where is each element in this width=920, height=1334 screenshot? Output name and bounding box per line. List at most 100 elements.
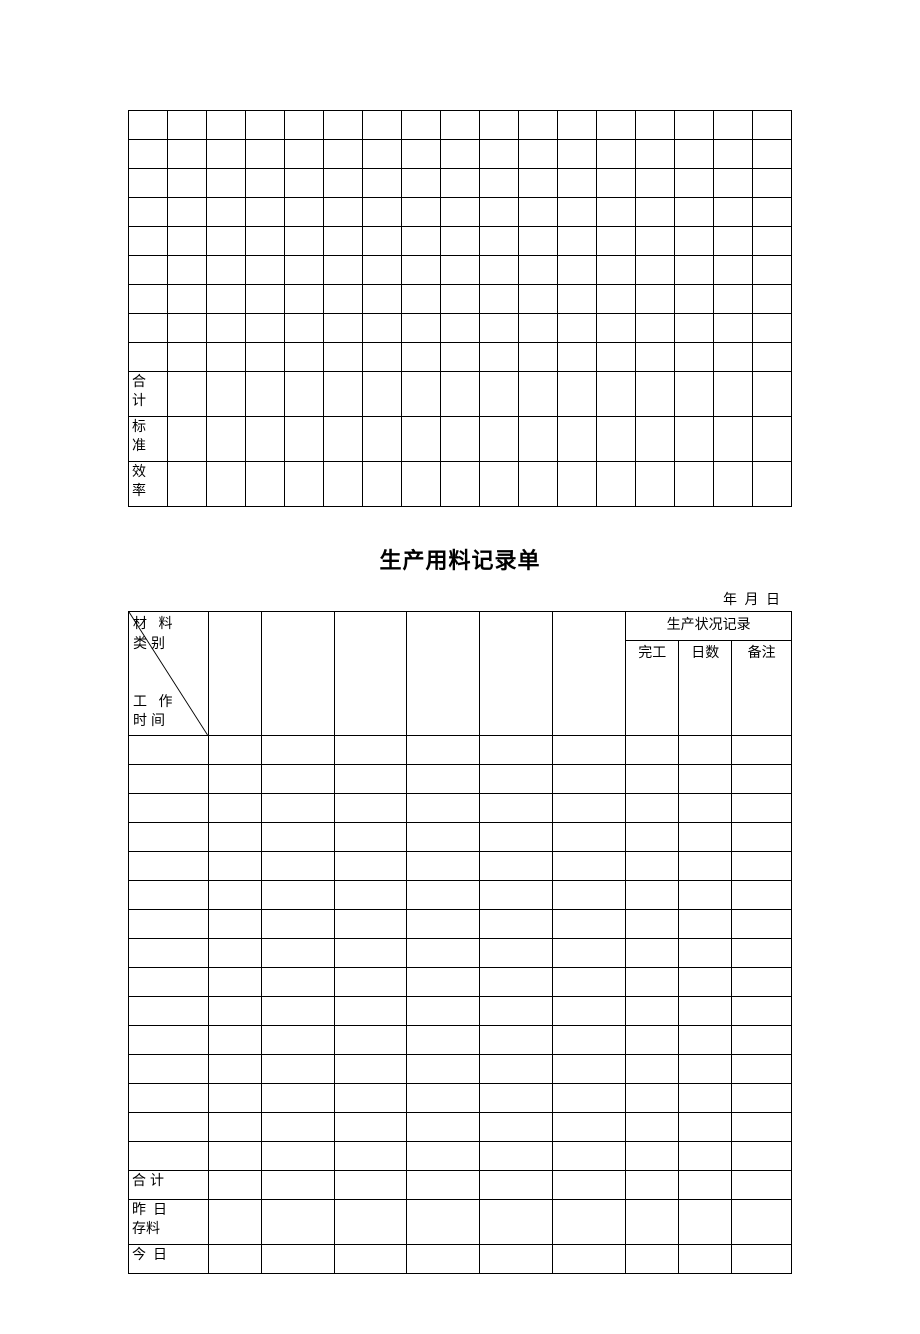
diag-top2: 类别: [133, 637, 169, 652]
cell: [208, 765, 261, 794]
cell: [407, 939, 480, 968]
cell: [553, 1142, 626, 1171]
cell: [714, 372, 753, 417]
cell: [519, 343, 558, 372]
cell: [714, 285, 753, 314]
cell: [334, 1084, 407, 1113]
cell: [334, 1026, 407, 1055]
cell: [407, 881, 480, 910]
cell: [129, 227, 168, 256]
cell: [402, 198, 441, 227]
cell: [407, 852, 480, 881]
cell: [679, 1026, 732, 1055]
cell: [407, 910, 480, 939]
cell: [363, 372, 402, 417]
cell: [480, 285, 519, 314]
cell: [402, 343, 441, 372]
cell: [246, 227, 285, 256]
row-label: 标准: [129, 417, 168, 462]
cell: [480, 1055, 553, 1084]
cell: [636, 169, 675, 198]
cell: [285, 372, 324, 417]
cell: [261, 1113, 334, 1142]
cell: [208, 736, 261, 765]
cell: [168, 198, 207, 227]
cell: [480, 462, 519, 507]
cell: [553, 1055, 626, 1084]
cell: [553, 997, 626, 1026]
status-header: 生产状况记录: [626, 612, 792, 641]
cell: [753, 372, 792, 417]
cell: [636, 198, 675, 227]
cell: [129, 794, 209, 823]
cell: [261, 736, 334, 765]
cell: [207, 169, 246, 198]
cell: [558, 198, 597, 227]
cell: [261, 997, 334, 1026]
cell: [168, 285, 207, 314]
cell: [480, 910, 553, 939]
cell: [407, 736, 480, 765]
cell: [363, 140, 402, 169]
cell: [732, 910, 792, 939]
cell: [675, 343, 714, 372]
cell: [626, 997, 679, 1026]
cell: [732, 736, 792, 765]
cell: [441, 285, 480, 314]
cell: [441, 417, 480, 462]
cell: [129, 1113, 209, 1142]
cell: [246, 111, 285, 140]
cell: [208, 1245, 261, 1274]
cell: [753, 285, 792, 314]
cell: [129, 823, 209, 852]
cell: [679, 852, 732, 881]
cell: [480, 968, 553, 997]
cell: [285, 140, 324, 169]
cell: [626, 1142, 679, 1171]
cell: [732, 1055, 792, 1084]
cell: [168, 140, 207, 169]
cell: [207, 227, 246, 256]
cell: [363, 227, 402, 256]
cell: [553, 1026, 626, 1055]
cell: [626, 1113, 679, 1142]
cell: [753, 343, 792, 372]
cell: [480, 198, 519, 227]
cell: [207, 285, 246, 314]
status-subheader: 日数: [679, 641, 732, 736]
cell: [324, 462, 363, 507]
cell: [675, 314, 714, 343]
header-cell: [334, 612, 407, 736]
cell: [129, 111, 168, 140]
header-cell: [407, 612, 480, 736]
cell: [626, 1245, 679, 1274]
cell: [441, 227, 480, 256]
cell: [363, 314, 402, 343]
cell: [519, 462, 558, 507]
cell: [519, 285, 558, 314]
cell: [129, 997, 209, 1026]
cell: [480, 343, 519, 372]
cell: [324, 285, 363, 314]
cell: [597, 372, 636, 417]
cell: [363, 111, 402, 140]
cell: [626, 968, 679, 997]
cell: [363, 417, 402, 462]
header-cell: [480, 612, 553, 736]
cell: [407, 765, 480, 794]
cell: [334, 881, 407, 910]
cell: [714, 314, 753, 343]
cell: [636, 285, 675, 314]
cell: [402, 256, 441, 285]
cell: [480, 1084, 553, 1113]
cell: [626, 736, 679, 765]
cell: [208, 1026, 261, 1055]
cell: [285, 111, 324, 140]
cell: [261, 852, 334, 881]
cell: [679, 1055, 732, 1084]
cell: [714, 462, 753, 507]
cell: [519, 372, 558, 417]
cell: [714, 343, 753, 372]
cell: [679, 881, 732, 910]
cell: [558, 462, 597, 507]
